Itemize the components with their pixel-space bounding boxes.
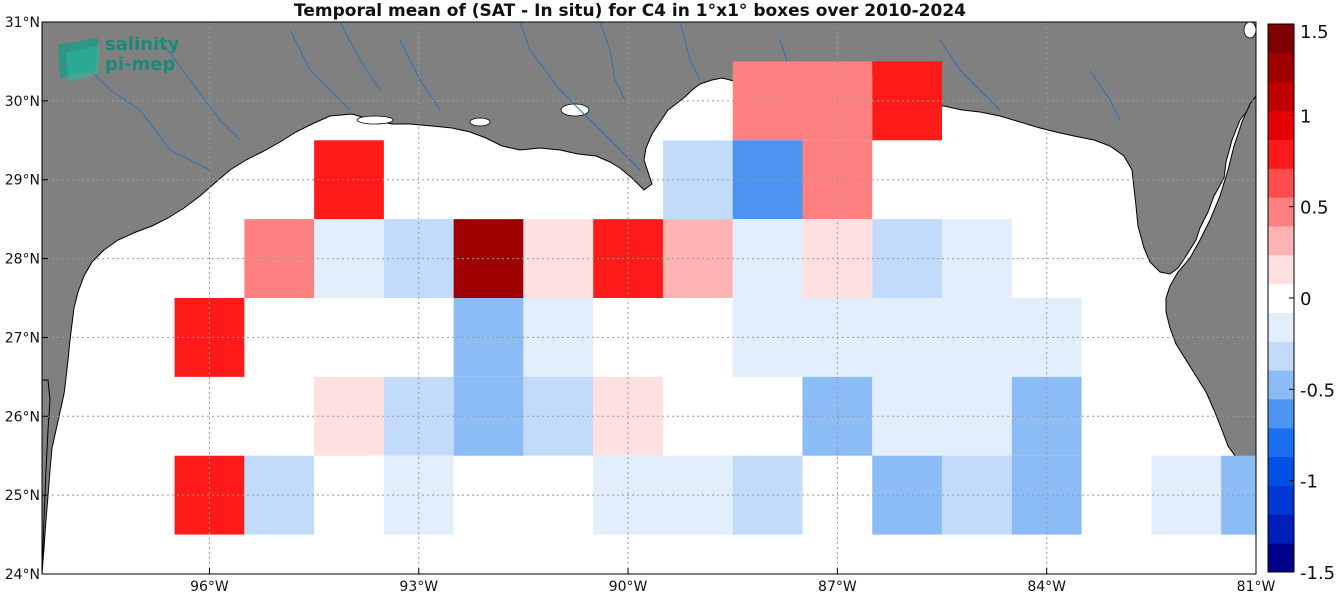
map-title: Temporal mean of (SAT - In situ) for C4 … bbox=[294, 1, 966, 21]
lon-tick-label: 93°W bbox=[399, 579, 438, 594]
longitude-ticks: 96°W 93°W 90°W 87°W 84°W 81°W bbox=[190, 568, 1275, 594]
colorbar-swatch bbox=[1268, 139, 1294, 169]
colorbar-tick-label: -1.5 bbox=[1300, 563, 1335, 584]
colorbar-swatch bbox=[1268, 225, 1294, 256]
lat-tick-label: 24°N bbox=[5, 567, 40, 583]
colorbar-swatch bbox=[1268, 514, 1294, 544]
colorbar-tick-label: 0.5 bbox=[1300, 198, 1329, 219]
colorbar-swatch bbox=[1268, 456, 1294, 486]
rivers bbox=[79, 22, 1121, 171]
colorbar-swatch bbox=[1268, 312, 1294, 342]
plot-frame bbox=[41, 21, 1257, 575]
graticule bbox=[42, 22, 1256, 574]
colorbar-swatch bbox=[1268, 398, 1294, 429]
river bbox=[79, 59, 211, 171]
river bbox=[599, 22, 626, 101]
lat-tick-label: 29°N bbox=[5, 173, 40, 189]
river-mississippi bbox=[519, 22, 641, 171]
river bbox=[289, 29, 351, 111]
colorbar-tick-label: 1.5 bbox=[1300, 22, 1329, 43]
lon-tick-label: 87°W bbox=[818, 579, 857, 594]
colorbar-tick-label: 0 bbox=[1300, 289, 1311, 310]
colorbar-swatch bbox=[1268, 24, 1294, 54]
lake-shape bbox=[356, 115, 394, 125]
colorbar-swatch bbox=[1268, 370, 1294, 400]
lat-tick-label: 27°N bbox=[5, 330, 40, 346]
river bbox=[679, 22, 701, 81]
colorbar-swatch bbox=[1268, 485, 1294, 515]
colorbar-swatch bbox=[1268, 52, 1294, 83]
colorbar-tick-label: -0.5 bbox=[1300, 380, 1335, 401]
lon-tick-label: 96°W bbox=[190, 579, 229, 594]
river bbox=[1089, 69, 1121, 121]
land-layer bbox=[42, 22, 1256, 574]
colorbar: 1.5 1 0.5 0 -0.5 -1 -1.5 bbox=[1267, 22, 1335, 584]
river bbox=[339, 22, 381, 91]
lon-tick-label: 90°W bbox=[609, 579, 648, 594]
logo-text-line1: salinity bbox=[105, 34, 180, 55]
river bbox=[939, 39, 1001, 111]
river bbox=[399, 39, 441, 111]
lat-tick-label: 26°N bbox=[5, 409, 40, 425]
lat-tick-label: 28°N bbox=[5, 252, 40, 268]
colorbar-tick-label: -1 bbox=[1300, 472, 1318, 493]
colorbar-swatch bbox=[1268, 81, 1294, 112]
colorbar-swatch bbox=[1268, 341, 1294, 371]
colorbar-swatch bbox=[1268, 254, 1294, 285]
lake-shape bbox=[1243, 22, 1256, 39]
latitude-ticks: 24°N 25°N 26°N 27°N 28°N 29°N 30°N 31°N bbox=[5, 15, 48, 583]
lon-tick-label: 81°W bbox=[1237, 579, 1276, 594]
colorbar-tick-label: 1 bbox=[1300, 106, 1311, 127]
land-north-west bbox=[42, 22, 1256, 574]
river bbox=[159, 39, 241, 141]
lat-tick-label: 30°N bbox=[5, 94, 40, 110]
lat-tick-label: 25°N bbox=[5, 488, 40, 504]
lake-pontchartrain bbox=[560, 103, 590, 117]
colorbar-swatch bbox=[1268, 168, 1294, 198]
anomaly-cell bbox=[1151, 455, 1222, 535]
colorbar-swatch bbox=[1268, 427, 1294, 458]
lon-tick-label: 84°W bbox=[1027, 579, 1066, 594]
salinity-pi-mep-logo: salinity pi-mep bbox=[58, 34, 180, 82]
logo-text-line2: pi-mep bbox=[105, 54, 175, 75]
lat-tick-label: 31°N bbox=[5, 15, 40, 31]
logo-mark-icon bbox=[66, 46, 100, 82]
colorbar-swatch bbox=[1268, 197, 1294, 227]
lake-shape bbox=[469, 117, 491, 127]
colorbar-swatch bbox=[1268, 543, 1294, 573]
